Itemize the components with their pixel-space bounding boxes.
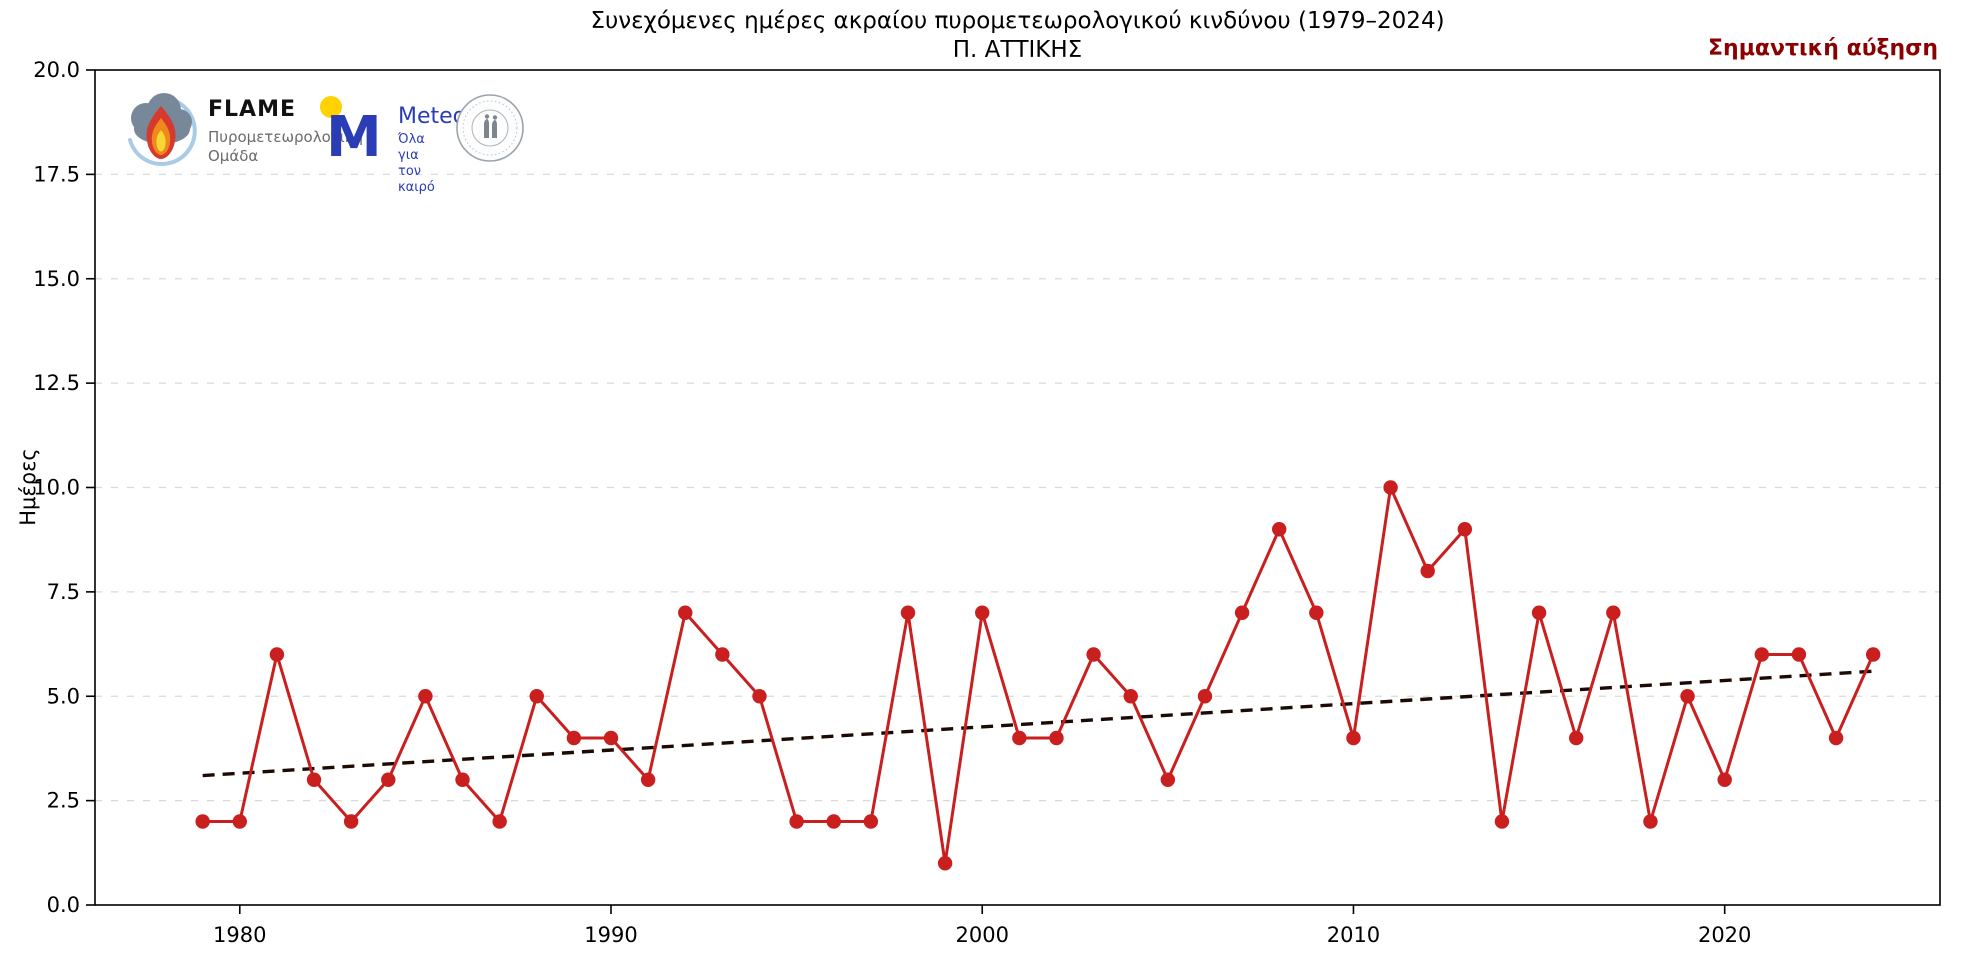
- chart-title: Συνεχόμενες ημέρες ακραίου πυρομετεωρολο…: [590, 8, 1445, 34]
- svg-text:M: M: [326, 105, 382, 166]
- svg-text:15.0: 15.0: [33, 267, 80, 291]
- trend-annotation: Σημαντική αύξηση: [1708, 36, 1938, 61]
- flame-logo-name: FLAME: [208, 97, 296, 122]
- flame-logo-subtitle-line1: Πυρομετεωρολογική: [208, 128, 364, 146]
- svg-text:7.5: 7.5: [47, 580, 80, 604]
- meteo-logo-name: Meteo: [398, 104, 467, 129]
- svg-text:2.5: 2.5: [47, 789, 80, 813]
- svg-text:2010: 2010: [1327, 923, 1380, 947]
- meteo-logo-tagline-line1: Όλα για: [398, 132, 425, 163]
- svg-text:20.0: 20.0: [33, 58, 80, 82]
- svg-text:1980: 1980: [213, 923, 266, 947]
- chart-subtitle: Π. ΑΤΤΙΚΗΣ: [952, 37, 1083, 63]
- svg-text:2020: 2020: [1698, 923, 1751, 947]
- flame-logo-subtitle: Πυρομετεωρολογική Ομάδα: [208, 128, 363, 166]
- svg-text:10.0: 10.0: [33, 476, 80, 500]
- flame-logo-icon: [128, 93, 197, 166]
- svg-text:0.0: 0.0: [47, 893, 80, 917]
- meteo-logo-icon: M: [320, 96, 382, 166]
- svg-text:17.5: 17.5: [33, 162, 80, 186]
- meteo-logo-tagline: Όλα για τον καιρό: [398, 132, 435, 196]
- flame-logo-subtitle-line2: Ομάδα: [208, 147, 259, 165]
- meteo-logo-tagline-line2: τον καιρό: [398, 164, 435, 195]
- svg-text:12.5: 12.5: [33, 371, 80, 395]
- svg-text:5.0: 5.0: [47, 684, 80, 708]
- svg-text:1990: 1990: [584, 923, 637, 947]
- observatory-seal-icon: [456, 94, 524, 162]
- svg-text:2000: 2000: [956, 923, 1009, 947]
